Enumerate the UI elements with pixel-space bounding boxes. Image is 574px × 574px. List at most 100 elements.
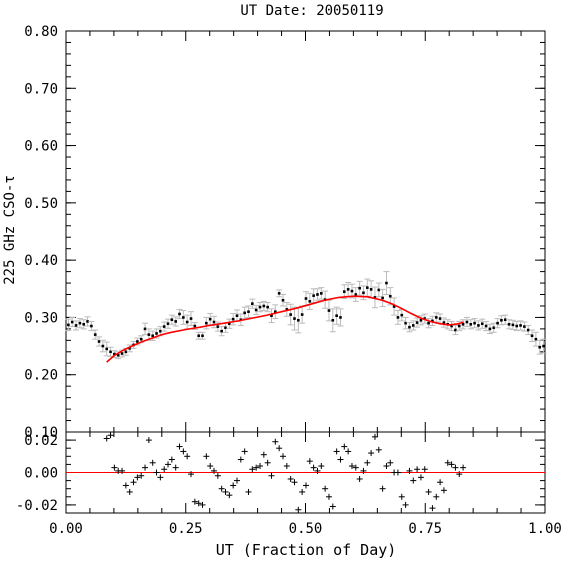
data-point bbox=[264, 302, 271, 313]
residual-point bbox=[272, 438, 279, 445]
residual-point bbox=[276, 445, 283, 452]
residual-point bbox=[172, 464, 179, 471]
residual-point bbox=[440, 487, 447, 494]
residual-point bbox=[425, 488, 432, 495]
y-tick-label: 0.10 bbox=[24, 425, 58, 441]
residual-point bbox=[375, 446, 382, 453]
data-point bbox=[360, 285, 367, 301]
residual-point bbox=[437, 479, 444, 486]
data-point bbox=[486, 323, 493, 334]
data-point bbox=[379, 288, 386, 308]
residual-point bbox=[184, 453, 191, 460]
residual-point bbox=[107, 432, 114, 439]
data-point bbox=[467, 319, 474, 330]
data-point bbox=[494, 318, 501, 329]
residual-point bbox=[352, 464, 359, 471]
residual-point bbox=[138, 472, 145, 479]
data-point bbox=[402, 316, 409, 330]
data-point bbox=[337, 308, 344, 327]
data-point bbox=[253, 304, 260, 316]
residual-point bbox=[153, 469, 160, 476]
residual-point bbox=[452, 464, 459, 471]
residual-point bbox=[417, 474, 424, 481]
data-point bbox=[73, 320, 80, 331]
data-point bbox=[364, 278, 371, 297]
data-point bbox=[517, 320, 524, 331]
x-tick-label: 0.75 bbox=[408, 521, 442, 537]
data-point bbox=[452, 324, 459, 336]
data-point bbox=[352, 287, 359, 302]
data-point bbox=[69, 316, 76, 328]
residual-point bbox=[157, 474, 164, 481]
residual-point bbox=[203, 453, 210, 460]
data-point bbox=[483, 320, 490, 332]
residual-point bbox=[333, 448, 340, 455]
residual-point bbox=[291, 479, 298, 486]
data-point bbox=[245, 305, 252, 318]
residual-point bbox=[142, 464, 149, 471]
residual-point bbox=[168, 456, 175, 463]
residual-point bbox=[295, 506, 302, 513]
y-tick-label: 0.60 bbox=[24, 139, 58, 155]
residual-point bbox=[234, 477, 241, 484]
residual-point bbox=[126, 488, 133, 495]
residual-point bbox=[398, 493, 405, 500]
data-point bbox=[176, 308, 183, 320]
data-point bbox=[448, 320, 455, 332]
residual-point bbox=[444, 459, 451, 466]
residual-point bbox=[299, 488, 306, 495]
data-point bbox=[272, 304, 279, 320]
residual-point bbox=[325, 493, 332, 500]
data-point bbox=[249, 298, 256, 309]
data-point bbox=[329, 308, 336, 333]
data-point bbox=[509, 319, 516, 330]
data-point bbox=[96, 336, 103, 347]
data-point bbox=[429, 315, 436, 326]
residual-point bbox=[103, 435, 110, 442]
res-y-tick-label: -0.02 bbox=[16, 498, 58, 514]
residual-point bbox=[287, 475, 294, 482]
data-point bbox=[414, 317, 421, 328]
data-point bbox=[502, 314, 509, 325]
residual-point bbox=[348, 463, 355, 470]
residual-point bbox=[460, 464, 467, 471]
data-point bbox=[88, 320, 95, 332]
y-tick-label: 0.20 bbox=[24, 368, 58, 384]
chart-title: UT Date: 20050119 bbox=[240, 3, 383, 19]
residual-point bbox=[283, 463, 290, 470]
residual-point bbox=[207, 463, 214, 470]
data-point bbox=[188, 311, 195, 326]
x-tick-label: 0.50 bbox=[289, 521, 323, 537]
data-point bbox=[387, 287, 394, 306]
y-tick-label: 0.70 bbox=[24, 81, 58, 97]
data-point bbox=[65, 318, 72, 332]
residual-point bbox=[111, 464, 118, 471]
residual-point bbox=[237, 456, 244, 463]
data-point bbox=[226, 318, 233, 329]
residual-point bbox=[410, 477, 417, 484]
residual-point bbox=[188, 471, 195, 478]
residual-point bbox=[337, 456, 344, 463]
residual-point bbox=[226, 492, 233, 499]
data-point bbox=[368, 280, 375, 299]
data-point bbox=[383, 271, 390, 296]
data-point bbox=[207, 312, 214, 326]
data-point bbox=[406, 322, 413, 333]
data-point bbox=[268, 308, 275, 324]
data-point bbox=[471, 318, 478, 329]
data-point bbox=[84, 316, 91, 327]
residual-point bbox=[368, 450, 375, 457]
residual-point bbox=[360, 467, 367, 474]
residual-point bbox=[249, 466, 256, 473]
top-panel-data bbox=[65, 271, 547, 363]
residual-point bbox=[383, 463, 390, 470]
data-point bbox=[506, 319, 513, 330]
residual-point bbox=[302, 482, 309, 489]
y-tick-label: 0.40 bbox=[24, 253, 58, 269]
data-point bbox=[356, 280, 363, 296]
data-point bbox=[126, 344, 133, 353]
residual-point bbox=[180, 448, 187, 455]
residual-point bbox=[260, 451, 267, 458]
data-point bbox=[172, 316, 179, 327]
residual-point bbox=[264, 459, 271, 466]
